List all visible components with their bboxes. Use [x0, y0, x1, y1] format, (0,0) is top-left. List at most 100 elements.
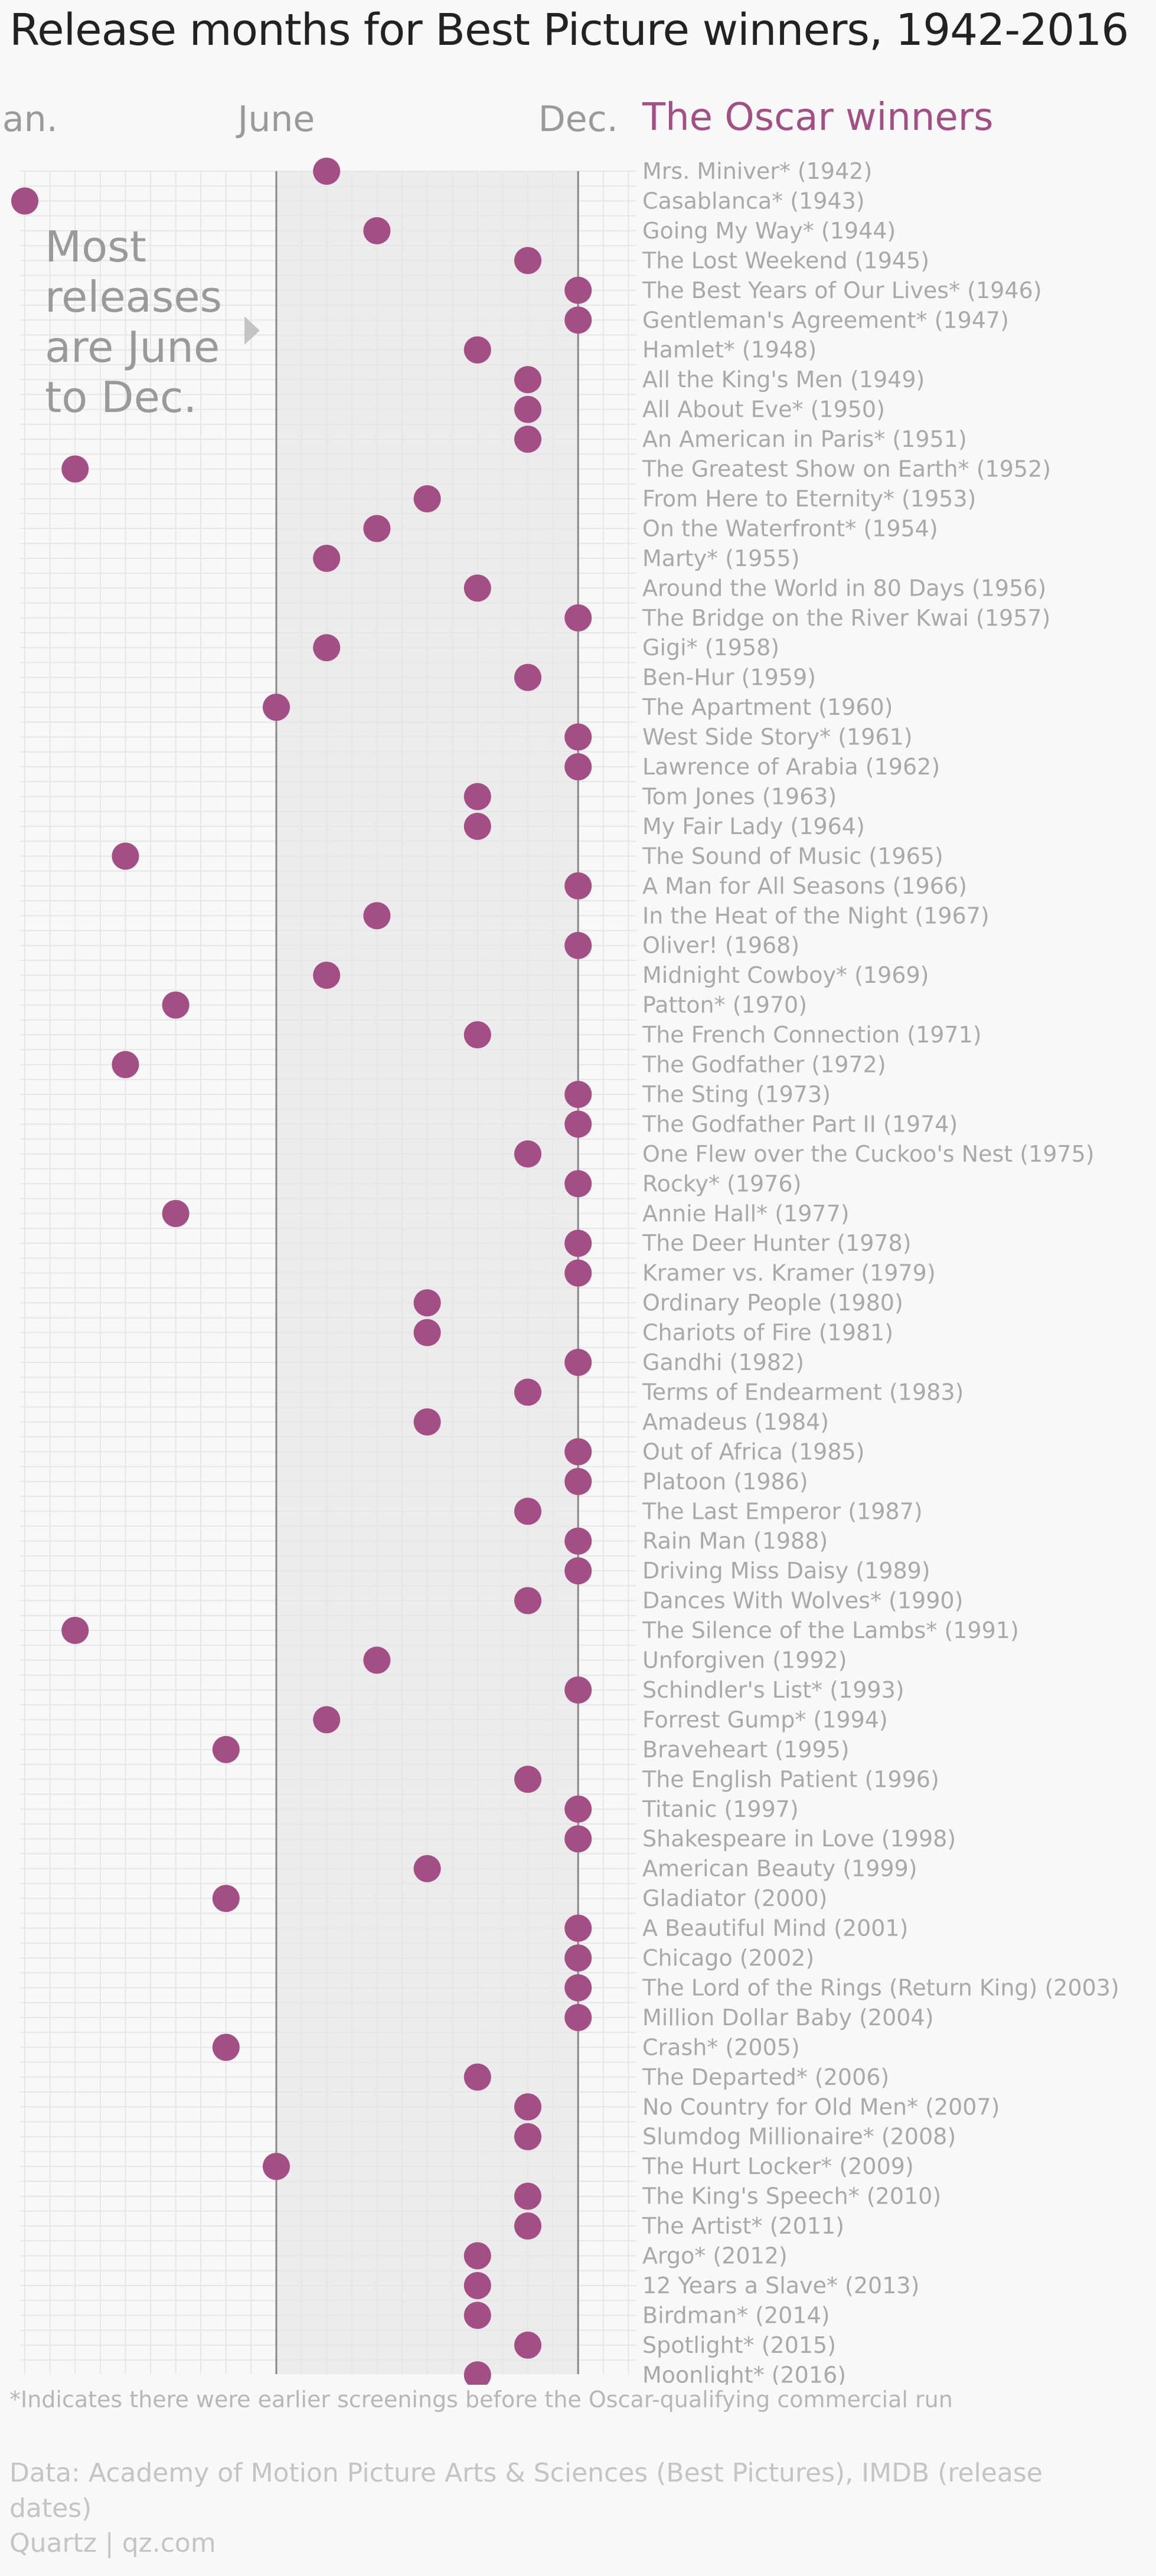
- movie-label: Million Dollar Baby (2004): [642, 2005, 933, 2031]
- movie-label: A Beautiful Mind (2001): [642, 1915, 908, 1941]
- movie-label: West Side Story* (1961): [642, 724, 913, 750]
- movie-label: The Sound of Music (1965): [642, 843, 943, 869]
- movie-label: Gigi* (1958): [642, 635, 779, 661]
- data-point: [413, 1319, 441, 1346]
- data-point: [564, 1795, 592, 1823]
- movie-label: Lawrence of Arabia (1962): [642, 754, 940, 780]
- data-point: [413, 1408, 441, 1436]
- data-point: [162, 1199, 190, 1227]
- movie-label: The Godfather Part II (1974): [642, 1111, 958, 1137]
- data-point: [363, 1646, 391, 1674]
- movie-label: The Lost Weekend (1945): [642, 247, 929, 273]
- movie-label: Marty* (1955): [642, 545, 800, 571]
- data-point: [463, 812, 491, 840]
- annotation-line: to Dec.: [45, 372, 197, 422]
- movie-label: The Apartment (1960): [642, 694, 893, 720]
- data-point: [514, 2331, 541, 2359]
- data-point: [564, 2003, 592, 2031]
- movie-label: American Beauty (1999): [642, 1856, 917, 1882]
- movie-label: Tom Jones (1963): [642, 783, 837, 809]
- data-point: [514, 2182, 541, 2210]
- data-point: [514, 395, 541, 423]
- data-point: [564, 1944, 592, 1972]
- movie-label: On the Waterfront* (1954): [642, 515, 938, 541]
- movie-label: Ben-Hur (1959): [642, 665, 816, 691]
- movie-label: Terms of Endearment (1983): [642, 1379, 964, 1405]
- movie-label: Amadeus (1984): [642, 1409, 829, 1435]
- data-point: [514, 1140, 541, 1168]
- data-point: [514, 247, 541, 274]
- data-point: [363, 515, 391, 542]
- movie-label: The Sting (1973): [642, 1081, 831, 1107]
- movie-label: The Godfather (1972): [642, 1052, 886, 1078]
- brand-credit: Quartz | qz.com: [9, 2528, 216, 2558]
- data-point: [263, 2153, 290, 2181]
- movie-label: Argo* (2012): [642, 2243, 788, 2269]
- data-point: [564, 1557, 592, 1585]
- movie-label: The Last Emperor (1987): [642, 1498, 923, 1524]
- data-point: [564, 1467, 592, 1495]
- chart-title: Release months for Best Picture winners,…: [9, 5, 1129, 55]
- data-point: [514, 1766, 541, 1793]
- data-point: [313, 544, 341, 572]
- movie-label: Gentleman's Agreement* (1947): [642, 307, 1009, 333]
- movie-label: The Greatest Show on Earth* (1952): [642, 456, 1051, 482]
- movie-label: Hamlet* (1948): [642, 337, 817, 363]
- movie-label: Forrest Gump* (1994): [642, 1707, 888, 1732]
- data-point: [313, 158, 341, 185]
- data-point: [112, 1051, 139, 1078]
- data-point: [564, 1676, 592, 1704]
- data-point: [463, 2271, 491, 2299]
- movie-label: Gladiator (2000): [642, 1885, 827, 1911]
- data-point: [564, 753, 592, 780]
- movie-label: A Man for All Seasons (1966): [642, 873, 967, 899]
- data-points: [11, 158, 592, 2385]
- data-point: [514, 366, 541, 394]
- data-point: [514, 1587, 541, 1614]
- data-point: [162, 991, 190, 1019]
- data-point: [463, 2242, 491, 2270]
- movie-label: The English Patient (1996): [642, 1766, 939, 1792]
- movie-label: Moonlight* (2016): [642, 2362, 846, 2385]
- movie-label: The Lord of the Rings (Return King) (200…: [642, 1975, 1119, 2000]
- movie-labels: Mrs. Miniver* (1942) Casablanca* (1943) Go…: [642, 158, 1119, 2385]
- data-point: [212, 1885, 240, 1913]
- movie-label: Patton* (1970): [642, 992, 807, 1018]
- movie-label: Chicago (2002): [642, 1945, 814, 1971]
- data-point: [463, 2302, 491, 2329]
- movie-label: The French Connection (1971): [642, 1022, 982, 1048]
- movie-label: Midnight Cowboy* (1969): [642, 962, 929, 988]
- movie-label: Out of Africa (1985): [642, 1439, 865, 1464]
- movie-label: The Artist* (2011): [642, 2213, 844, 2239]
- x-tick-label: Dec.: [538, 99, 618, 140]
- data-point: [363, 217, 391, 244]
- movie-label: Shakespeare in Love (1998): [642, 1826, 956, 1852]
- movie-label: The Departed* (2006): [642, 2064, 889, 2090]
- movie-label: Annie Hall* (1977): [642, 1201, 850, 1227]
- annotation-arrow: [244, 316, 260, 345]
- movie-label: All the King's Men (1949): [642, 367, 925, 393]
- movie-label: Platoon (1986): [642, 1469, 808, 1495]
- movie-label: The Deer Hunter (1978): [642, 1230, 912, 1256]
- data-point: [463, 574, 491, 602]
- movie-label: Dances With Wolves* (1990): [642, 1588, 963, 1614]
- movie-label: Titanic (1997): [642, 1796, 799, 1822]
- footnote: *Indicates there were earlier screenings…: [9, 2387, 953, 2412]
- data-point: [514, 426, 541, 453]
- movie-label: The Hurt Locker* (2009): [642, 2153, 914, 2179]
- data-point: [363, 902, 391, 930]
- data-point: [564, 1438, 592, 1466]
- data-point: [564, 1259, 592, 1287]
- data-point: [413, 1855, 441, 1882]
- data-point: [263, 694, 290, 721]
- movie-label: The Silence of the Lambs* (1991): [642, 1617, 1019, 1643]
- data-point: [212, 1735, 240, 1763]
- movie-label: Rain Man (1988): [642, 1528, 828, 1554]
- movie-label: No Country for Old Men* (2007): [642, 2094, 1000, 2120]
- data-point: [564, 1230, 592, 1257]
- data-point: [564, 604, 592, 632]
- movie-label: Braveheart (1995): [642, 1737, 850, 1763]
- data-point: [564, 723, 592, 751]
- movie-label: All About Eve* (1950): [642, 397, 885, 423]
